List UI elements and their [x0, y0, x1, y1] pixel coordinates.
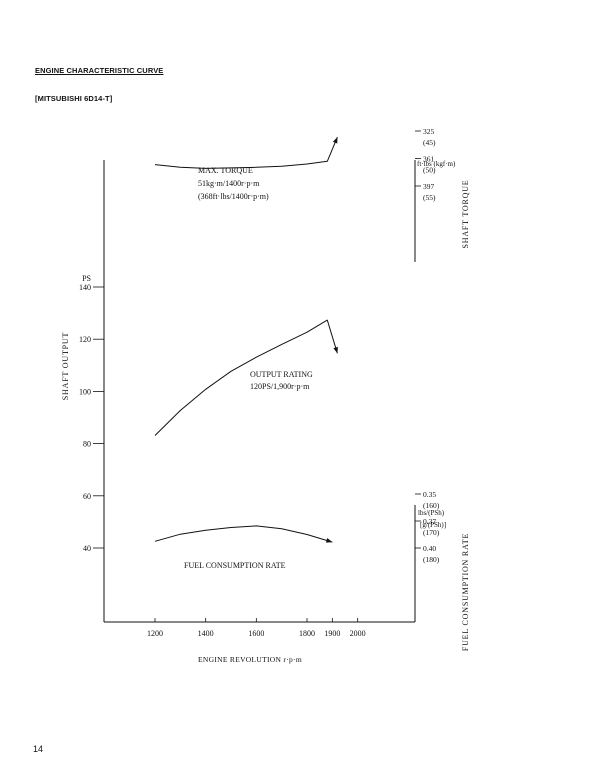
max-torque-annotation-1: 51kg·m/1400r·p·m	[198, 179, 260, 188]
output-rating-annotation-0: OUTPUT RATING	[250, 370, 313, 379]
fuel-tick-label-0.35: 0.35	[423, 490, 436, 499]
x-tick-label-1600: 1600	[248, 629, 264, 638]
output-unit-label: PS	[82, 274, 91, 283]
fuel-tick-sublabel-0.40: (180)	[423, 555, 440, 564]
x-tick-label-1400: 1400	[198, 629, 214, 638]
output-rating-line	[154, 319, 338, 436]
fuel-tick-sublabel-0.35: (160)	[423, 501, 440, 510]
fuel-consumption-rate-arrowhead	[325, 538, 333, 543]
torque-axis-title: SHAFT TORQUE	[461, 180, 470, 249]
output-tick-label-80: 80	[83, 440, 91, 449]
output-tick-label-120: 120	[79, 335, 91, 344]
torque-tick-sublabel-361: (50)	[423, 166, 436, 175]
x-tick-label-1800: 1800	[299, 629, 315, 638]
max-torque-arrowhead	[332, 137, 338, 144]
output-rating-annotation-1: 120PS/1,900r·p·m	[250, 382, 310, 391]
output-tick-label-100: 100	[79, 387, 91, 396]
torque-tick-sublabel-397: (55)	[423, 193, 436, 202]
torque-tick-sublabel-325: (45)	[423, 138, 436, 147]
torque-tick-label-361: 361	[423, 155, 435, 164]
fuel-unit-label-1: lbs/(PSh)	[418, 509, 445, 517]
max-torque-line	[154, 136, 338, 169]
fuel-consumption-rate-annotation-0: FUEL CONSUMPTION RATE	[184, 561, 286, 570]
output-tick-label-140: 140	[79, 283, 91, 292]
torque-unit-label: ft·lbs (kgf·m)	[417, 160, 456, 168]
output-tick-label-60: 60	[83, 492, 91, 501]
fuel-tick-label-0.37: 0.37	[423, 517, 436, 526]
max-torque-annotation-2: (368ft·lbs/1400r·p·m)	[198, 192, 269, 201]
doc-title: ENGINE CHARACTERISTIC CURVE	[35, 66, 164, 75]
max-torque-annotation-0: MAX. TORQUE	[198, 166, 253, 175]
doc-subtitle: [MITSUBISHI 6D14-T]	[35, 94, 113, 103]
output-tick-label-40: 40	[83, 544, 91, 553]
x-axis-title: ENGINE REVOLUTION r·p·m	[198, 655, 302, 664]
x-tick-label-1900: 1900	[324, 629, 340, 638]
fuel-axis-title: FUEL CONSUMPTION RATE	[461, 533, 470, 651]
fuel-consumption-rate-line	[154, 525, 333, 543]
torque-tick-label-325: 325	[423, 127, 435, 136]
torque-tick-label-397: 397	[423, 182, 435, 191]
fuel-unit-label-2: [g/(PSh)]	[420, 521, 446, 529]
x-tick-label-2000: 2000	[350, 629, 366, 638]
fuel-tick-label-0.40: 0.40	[423, 544, 436, 553]
output-rating-arrowhead	[333, 346, 338, 354]
output-axis-title: SHAFT OUTPUT	[61, 332, 70, 400]
fuel-tick-sublabel-0.37: (170)	[423, 528, 440, 537]
page-number: 14	[33, 744, 44, 754]
x-tick-label-1200: 1200	[147, 629, 163, 638]
